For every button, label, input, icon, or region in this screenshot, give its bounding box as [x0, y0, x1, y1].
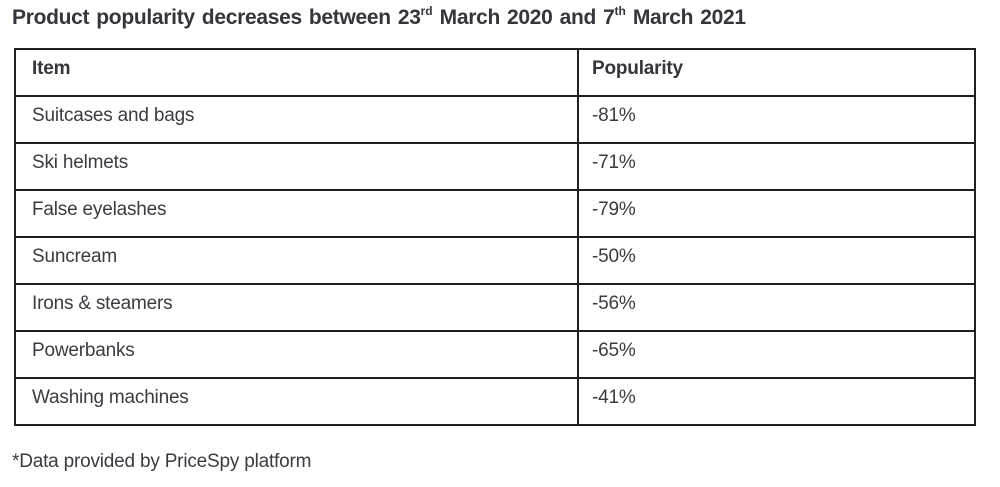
- popularity-cell: -81%: [577, 95, 976, 144]
- table-row: Powerbanks -65%: [14, 330, 976, 379]
- popularity-table: Item Popularity Suitcases and bags -81% …: [14, 48, 976, 426]
- column-header-popularity: Popularity: [577, 48, 976, 97]
- title-text-prefix: Product popularity decreases between 23: [12, 6, 421, 29]
- table-row: Suitcases and bags -81%: [14, 95, 976, 144]
- title-ordinal-rd: rd: [420, 4, 433, 18]
- page-title: Product popularity decreases between 23r…: [12, 4, 746, 30]
- popularity-cell: -71%: [577, 142, 976, 191]
- item-cell: False eyelashes: [14, 189, 579, 238]
- item-cell: Ski helmets: [14, 142, 579, 191]
- popularity-cell: -56%: [577, 283, 976, 332]
- popularity-cell: -65%: [577, 330, 976, 379]
- popularity-cell: -41%: [577, 377, 976, 426]
- item-cell: Irons & steamers: [14, 283, 579, 332]
- table-row: Washing machines -41%: [14, 377, 976, 426]
- item-cell: Washing machines: [14, 377, 579, 426]
- footnote: *Data provided by PriceSpy platform: [12, 451, 312, 472]
- table-row: Suncream -50%: [14, 236, 976, 285]
- popularity-cell: -50%: [577, 236, 976, 285]
- title-ordinal-th: th: [614, 4, 626, 18]
- item-cell: Powerbanks: [14, 330, 579, 379]
- column-header-item: Item: [14, 48, 579, 97]
- item-cell: Suitcases and bags: [14, 95, 579, 144]
- title-text-mid: March 2020 and 7: [432, 6, 615, 29]
- title-text-suffix: March 2021: [625, 6, 746, 29]
- table-row: False eyelashes -79%: [14, 189, 976, 238]
- popularity-cell: -79%: [577, 189, 976, 238]
- table-row: Ski helmets -71%: [14, 142, 976, 191]
- item-cell: Suncream: [14, 236, 579, 285]
- table-header-row: Item Popularity: [14, 48, 976, 97]
- table-row: Irons & steamers -56%: [14, 283, 976, 332]
